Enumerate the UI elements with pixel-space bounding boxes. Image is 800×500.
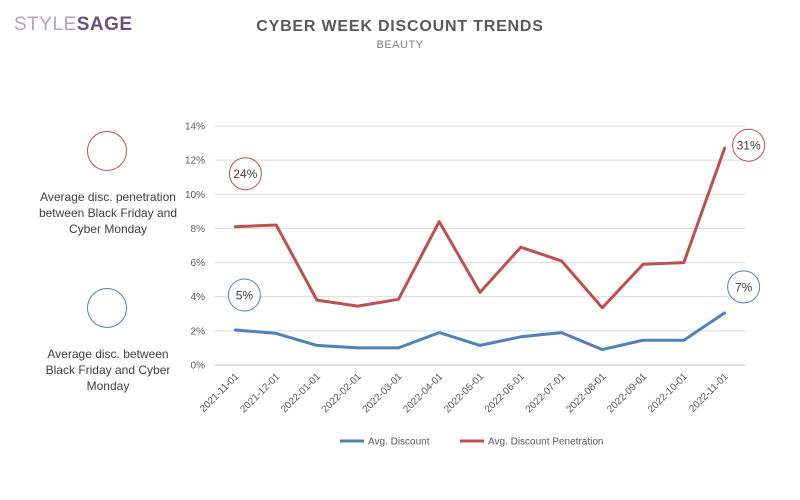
x-tick-label: 2022-06-01 <box>483 371 527 415</box>
y-tick-label: 4% <box>191 292 206 303</box>
y-tick-label: 0% <box>191 361 206 372</box>
penetration-marker-circle <box>87 131 127 171</box>
callout-circle <box>727 270 761 304</box>
x-tick-label: 2022-11-01 <box>687 371 731 415</box>
discount-marker-circle <box>87 288 127 328</box>
y-tick-label: 14% <box>185 122 205 133</box>
callout-circle <box>227 278 261 312</box>
x-tick-label: 2021-12-01 <box>238 371 282 415</box>
x-tick-label: 2022-03-01 <box>361 371 405 415</box>
x-tick-label: 2022-07-01 <box>524 371 568 415</box>
x-tick-label: 2022-01-01 <box>279 371 323 415</box>
legend-label: Avg. Discount <box>368 437 430 448</box>
x-tick-label: 2022-09-01 <box>605 371 649 415</box>
series-line-avg-discount-penetration <box>233 146 727 310</box>
y-tick-label: 6% <box>191 258 206 269</box>
x-tick-label: 2022-02-01 <box>320 371 364 415</box>
y-tick-label: 10% <box>185 190 205 201</box>
callout-label: 24% <box>233 167 257 181</box>
logo-part-style: STYLE <box>14 14 77 35</box>
legend-label: Avg. Discount Penetration <box>488 437 603 448</box>
y-tick-label: 2% <box>191 326 206 337</box>
series-line-avg-discount <box>233 311 727 352</box>
callout-circle <box>732 128 766 162</box>
x-tick-label: 2022-08-01 <box>564 371 608 415</box>
logo-part-sage: SAGE <box>76 14 133 35</box>
callout-label: 5% <box>236 289 254 303</box>
stylesage-logo: STYLESAGE <box>14 14 133 36</box>
x-tick-label: 2022-05-01 <box>442 371 486 415</box>
x-tick-label: 2022-04-01 <box>401 371 445 415</box>
x-tick-label: 2021-11-01 <box>198 371 242 415</box>
callout-label: 31% <box>737 139 761 153</box>
chart-subtitle: BEAUTY <box>376 39 424 51</box>
discount-note: Average disc. between Black Friday and C… <box>45 347 171 393</box>
penetration-note: Average disc. penetration between Black … <box>38 190 178 236</box>
y-tick-label: 8% <box>191 224 206 235</box>
chart-title: CYBER WEEK DISCOUNT TRENDS <box>256 18 544 35</box>
callout-label: 7% <box>735 280 753 294</box>
x-tick-label: 2022-10-01 <box>646 371 690 415</box>
y-tick-label: 12% <box>185 156 205 167</box>
callout-circle <box>228 157 262 191</box>
